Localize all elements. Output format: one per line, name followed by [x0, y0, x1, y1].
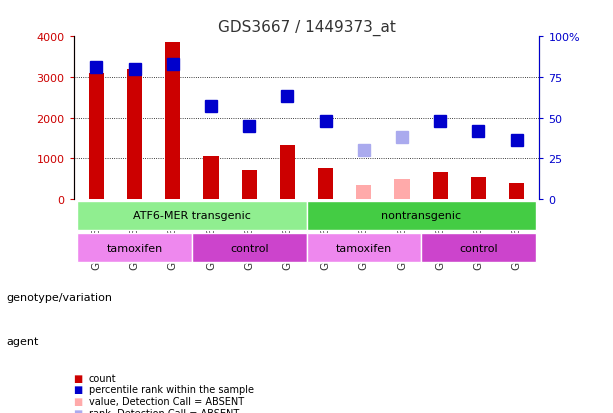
- Bar: [433, 173, 447, 199]
- Text: genotype/variation: genotype/variation: [6, 292, 112, 302]
- Text: ATF6-MER transgenic: ATF6-MER transgenic: [133, 211, 251, 221]
- FancyBboxPatch shape: [306, 233, 421, 263]
- Title: GDS3667 / 1449373_at: GDS3667 / 1449373_at: [218, 20, 395, 36]
- Bar: [204, 157, 219, 199]
- Text: control: control: [230, 243, 268, 253]
- Text: nontransgenic: nontransgenic: [381, 211, 461, 221]
- Text: ■: ■: [74, 373, 83, 383]
- Text: rank, Detection Call = ABSENT: rank, Detection Call = ABSENT: [89, 408, 239, 413]
- Text: tamoxifen: tamoxifen: [107, 243, 163, 253]
- Bar: [127, 70, 142, 199]
- FancyBboxPatch shape: [192, 233, 306, 263]
- Bar: [318, 169, 333, 199]
- Bar: [166, 43, 180, 199]
- Bar: [89, 74, 104, 199]
- Text: ■: ■: [74, 385, 83, 394]
- Bar: [509, 184, 524, 199]
- Text: ■: ■: [74, 408, 83, 413]
- Bar: [242, 170, 257, 199]
- Text: tamoxifen: tamoxifen: [336, 243, 392, 253]
- Text: count: count: [89, 373, 116, 383]
- Text: agent: agent: [6, 336, 39, 346]
- FancyBboxPatch shape: [77, 201, 306, 230]
- Text: ■: ■: [74, 396, 83, 406]
- FancyBboxPatch shape: [77, 233, 192, 263]
- Text: control: control: [459, 243, 498, 253]
- Bar: [471, 178, 486, 199]
- FancyBboxPatch shape: [421, 233, 536, 263]
- Bar: [394, 180, 409, 199]
- Bar: [280, 146, 295, 199]
- Bar: [356, 185, 371, 199]
- FancyBboxPatch shape: [306, 201, 536, 230]
- Text: value, Detection Call = ABSENT: value, Detection Call = ABSENT: [89, 396, 244, 406]
- Text: percentile rank within the sample: percentile rank within the sample: [89, 385, 254, 394]
